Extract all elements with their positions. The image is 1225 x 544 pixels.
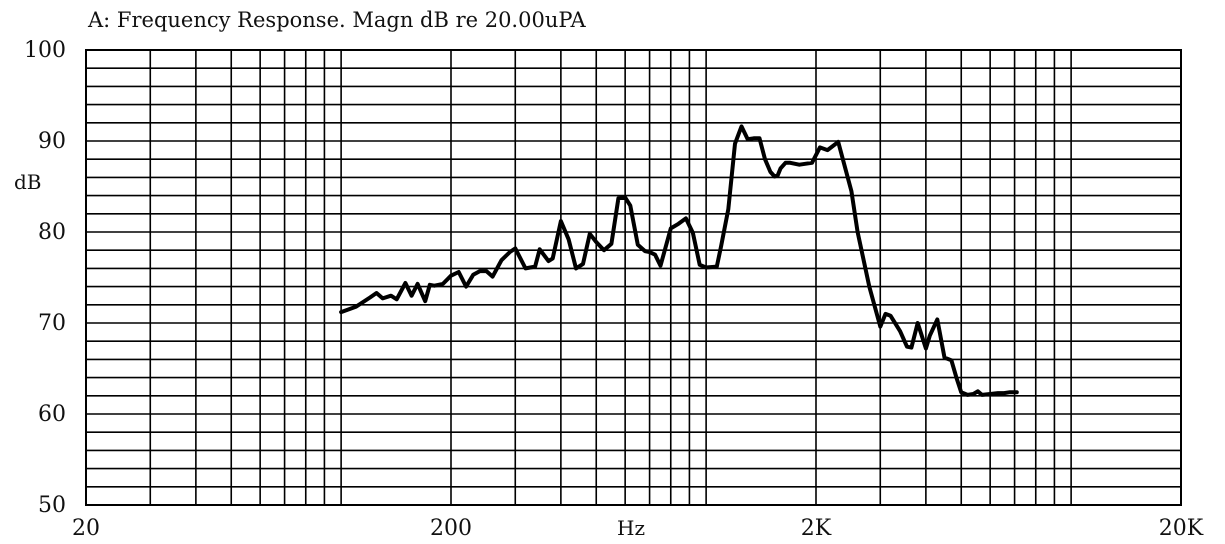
y-tick-label: 60: [38, 402, 66, 427]
y-tick-label: 90: [38, 129, 66, 154]
y-tick-label: 50: [38, 493, 66, 518]
x-tick-label: 200: [430, 516, 472, 541]
x-tick-labels: 20 200 2K 20K: [72, 516, 1204, 541]
series-layer: [339, 124, 1019, 397]
y-tick-label: 100: [24, 38, 66, 63]
y-tick-label: 80: [38, 220, 66, 245]
response-curve-0: [339, 124, 1019, 397]
y-tick-labels: 50 60 70 80 90 100: [24, 38, 66, 518]
y-axis-label: dB: [14, 170, 42, 194]
plot-frame: [85, 49, 1182, 506]
y-tick-label: 70: [38, 311, 66, 336]
x-tick-label: 20: [72, 516, 100, 541]
chart-title: A: Frequency Response. Magn dB re 20.00u…: [88, 8, 586, 32]
grid-lines: [85, 49, 1182, 506]
x-tick-label: 20K: [1159, 516, 1204, 541]
x-tick-label: 2K: [801, 516, 832, 541]
x-axis-label: Hz: [617, 516, 645, 540]
